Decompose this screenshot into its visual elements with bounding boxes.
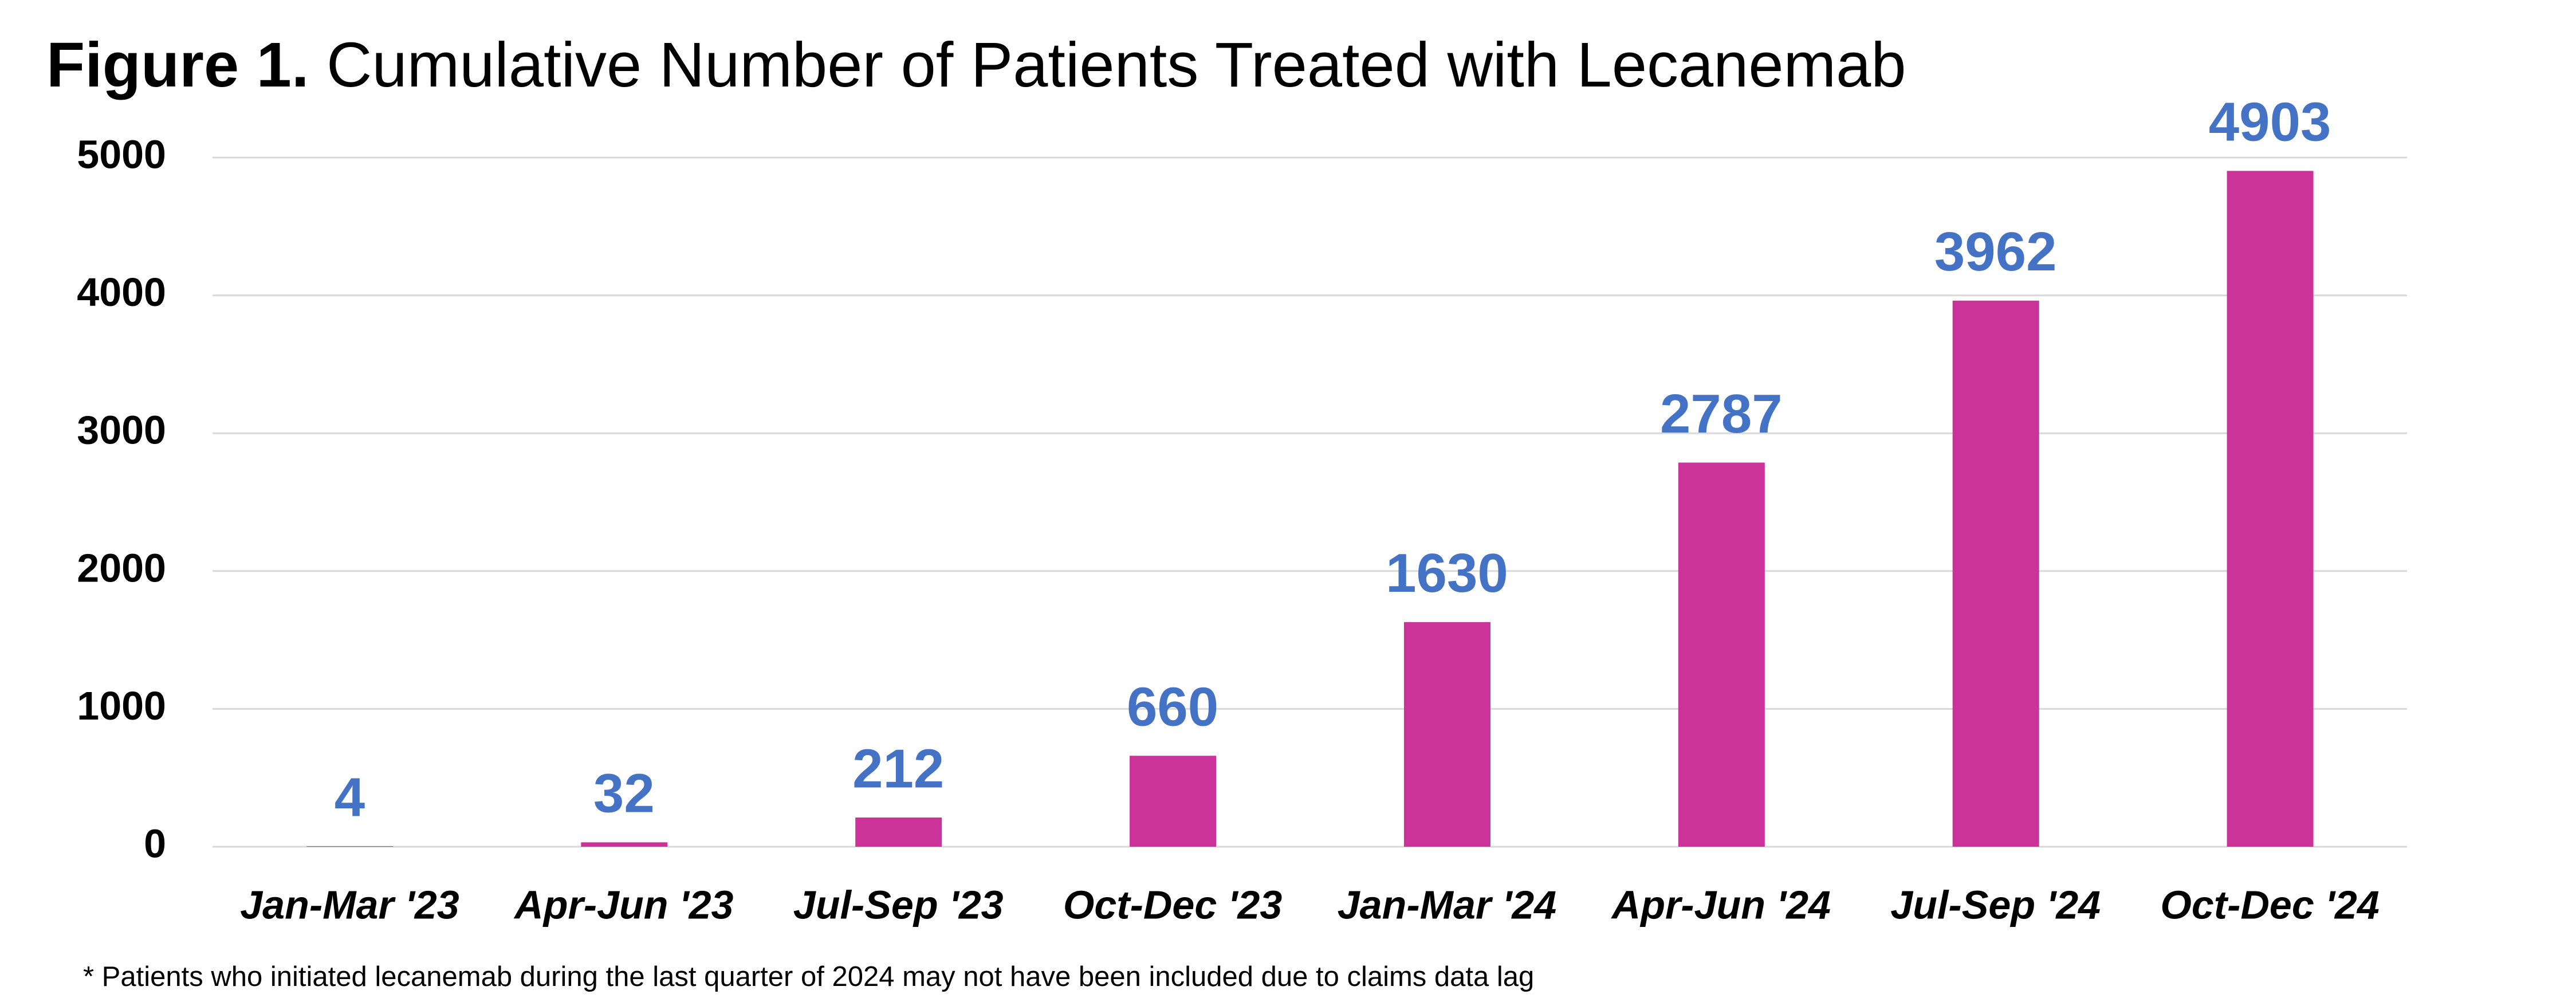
y-tick-label: 1000 xyxy=(77,683,166,728)
x-tick-label: Jul-Sep '23 xyxy=(793,882,1004,927)
y-tick-label: 2000 xyxy=(77,545,166,590)
x-tick-label: Oct-Dec '24 xyxy=(2160,882,2379,927)
bar xyxy=(306,846,394,847)
y-tick-label: 5000 xyxy=(77,132,166,176)
chart-title-group: Figure 1. Cumulative Number of Patients … xyxy=(46,30,1906,100)
data-label: 660 xyxy=(1127,677,1218,738)
x-tick-label: Jan-Mar '23 xyxy=(240,882,459,927)
bar xyxy=(2227,171,2314,847)
y-tick-label: 0 xyxy=(144,821,166,866)
data-label: 32 xyxy=(593,763,655,824)
data-label: 2787 xyxy=(1660,383,1783,445)
y-tick-label: 4000 xyxy=(77,270,166,315)
x-tick-label: Apr-Jun '23 xyxy=(513,882,733,927)
chart-title: Cumulative Number of Patients Treated wi… xyxy=(327,30,1906,100)
bar xyxy=(581,842,668,847)
x-tick-label: Jan-Mar '24 xyxy=(1338,882,1556,927)
bar xyxy=(1678,462,1765,847)
data-label: 1630 xyxy=(1386,543,1508,604)
bar xyxy=(1130,756,1217,847)
x-tick-label: Apr-Jun '24 xyxy=(1611,882,1831,927)
y-tick-label: 3000 xyxy=(77,408,166,453)
footnote: * Patients who initiated lecanemab durin… xyxy=(83,961,1534,992)
data-label: 212 xyxy=(852,738,944,799)
data-label: 3962 xyxy=(1934,221,2057,282)
x-tick-label: Oct-Dec '23 xyxy=(1063,882,1282,927)
data-label: 4903 xyxy=(2209,92,2331,153)
x-tick-label: Jul-Sep '24 xyxy=(1890,882,2101,927)
bar xyxy=(1952,300,2039,847)
data-label: 4 xyxy=(335,767,365,828)
bar xyxy=(855,817,942,847)
bar xyxy=(1403,622,1490,847)
chart-title-prefix: Figure 1. xyxy=(46,30,309,100)
